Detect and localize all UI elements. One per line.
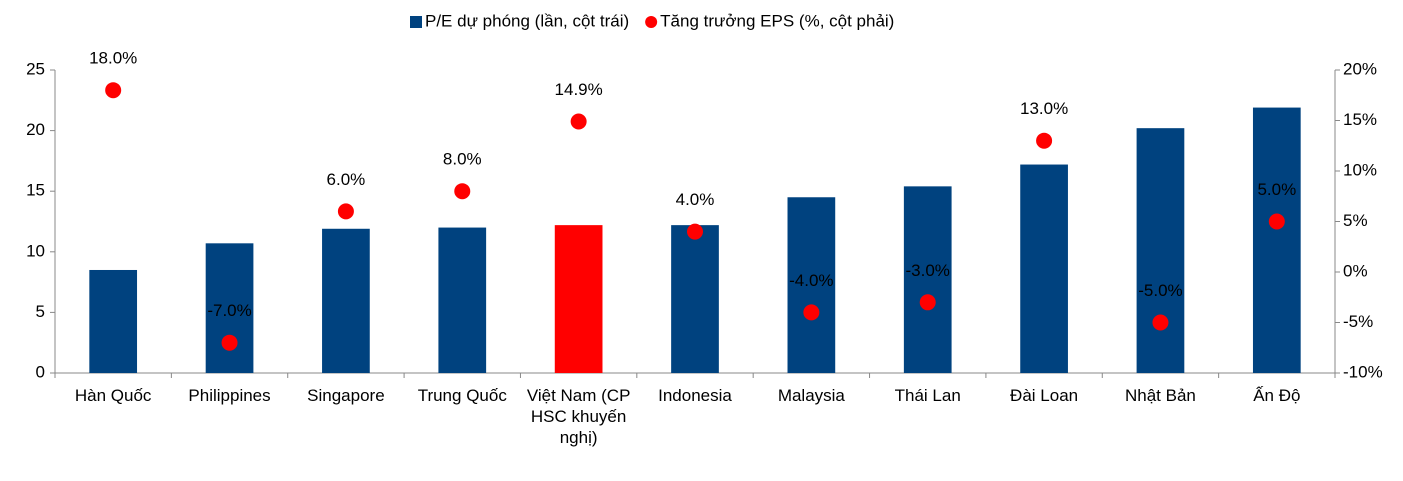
y2-tick-label: 10% [1343, 160, 1377, 179]
bar [554, 225, 603, 373]
x-tick-label: Indonesia [658, 386, 732, 405]
dot [221, 334, 238, 351]
dot [1036, 132, 1053, 149]
x-tick-label: Việt Nam (CP HSC khuyến nghị) [526, 386, 631, 447]
y2-tick-label: 0% [1343, 261, 1368, 280]
x-tick-label: Hàn Quốc [74, 386, 152, 405]
x-tick-label: Malaysia [777, 386, 845, 405]
dot [803, 304, 820, 321]
data-label: -4.0% [789, 271, 833, 290]
data-label: 4.0% [676, 190, 715, 209]
data-label: 8.0% [443, 150, 482, 169]
bar [671, 225, 719, 373]
dot [687, 223, 703, 240]
dot [1268, 213, 1285, 230]
x-tick-label: Nhật Bản [1125, 386, 1196, 405]
dot [570, 113, 587, 130]
bar [1252, 107, 1301, 374]
bar [205, 243, 254, 373]
dot [919, 294, 936, 311]
bar [438, 227, 487, 373]
dot [1152, 314, 1169, 331]
data-label: 13.0% [1020, 99, 1068, 118]
data-label: -5.0% [1138, 281, 1182, 300]
y2-tick-label: 20% [1343, 59, 1377, 78]
bar [322, 228, 370, 373]
bar [1020, 164, 1068, 373]
y-tick-label: 5 [36, 302, 45, 321]
bar [903, 186, 952, 373]
data-label: -7.0% [207, 301, 251, 320]
y-tick-label: 25 [26, 59, 45, 78]
legend-swatch [410, 16, 422, 28]
dot [337, 203, 354, 220]
data-label: 14.9% [555, 80, 603, 99]
legend-label: P/E dự phóng (lần, cột trái) [425, 11, 629, 30]
data-label: -3.0% [906, 261, 950, 280]
y-tick-label: 15 [26, 181, 45, 200]
x-tick-label: Thái Lan [894, 386, 961, 405]
x-tick-label: Đài Loan [1010, 386, 1079, 405]
x-tick-label: Singapore [307, 386, 385, 405]
x-tick-label: Philippines [188, 386, 271, 405]
data-label: 18.0% [89, 49, 137, 68]
data-label: 6.0% [327, 170, 366, 189]
y2-tick-label: -10% [1343, 362, 1383, 381]
bar [1136, 128, 1185, 373]
y2-tick-label: -5% [1343, 312, 1373, 331]
legend-swatch [645, 16, 658, 28]
y-tick-label: 0 [36, 362, 45, 381]
x-tick-label: Trung Quốc [417, 386, 507, 405]
legend-label: Tăng trưởng EPS (%, cột phải) [660, 11, 894, 30]
y-tick-label: 10 [26, 241, 45, 260]
data-label: 5.0% [1257, 180, 1296, 199]
dot [105, 82, 122, 99]
x-tick-label: Ấn Độ [1253, 386, 1301, 405]
bar [787, 197, 836, 373]
y2-tick-label: 5% [1343, 211, 1368, 230]
y-tick-label: 20 [26, 120, 45, 139]
dot [454, 183, 471, 200]
bar [89, 269, 138, 373]
y2-tick-label: 15% [1343, 110, 1377, 129]
